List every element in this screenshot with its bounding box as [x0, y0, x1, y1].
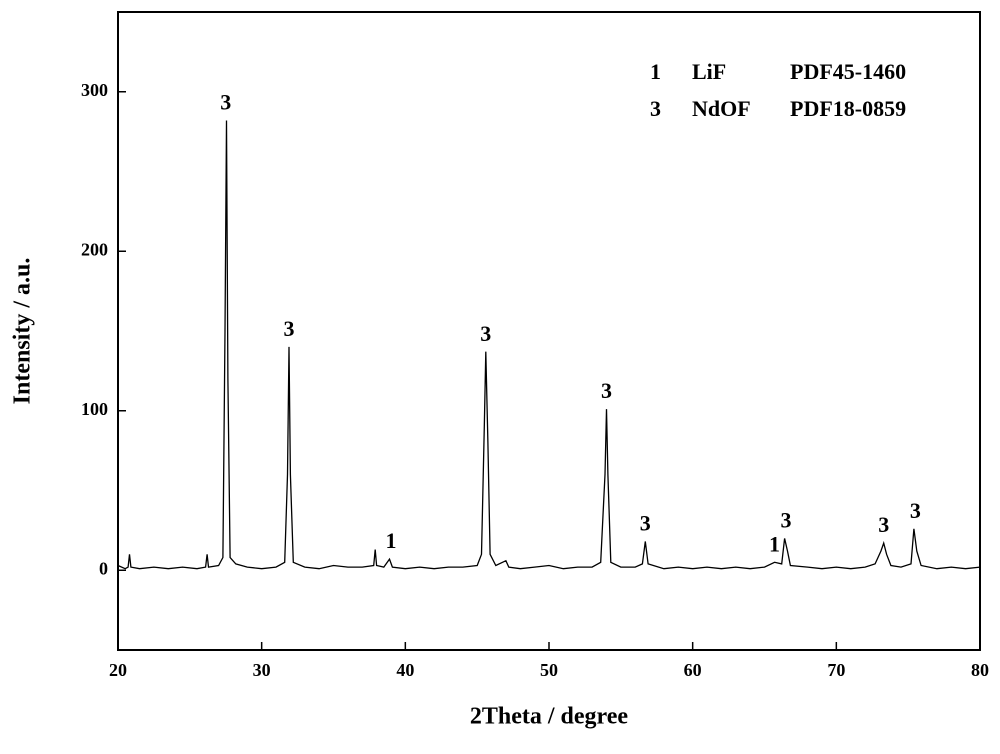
peak-label: 3 [601, 378, 612, 403]
legend-text: NdOF [692, 96, 751, 121]
data-line [117, 120, 981, 570]
peak-label: 1 [385, 528, 396, 553]
y-tick-label: 100 [81, 399, 108, 419]
peak-label: 3 [910, 498, 921, 523]
y-tick-label: 300 [81, 80, 108, 100]
legend-text: LiF [692, 59, 726, 84]
x-tick-label: 80 [971, 660, 989, 680]
legend-text: 3 [650, 96, 661, 121]
x-tick-label: 40 [396, 660, 414, 680]
y-tick-label: 0 [99, 558, 108, 578]
peak-label: 3 [480, 321, 491, 346]
x-tick-label: 50 [540, 660, 558, 680]
peak-label: 3 [878, 512, 889, 537]
peak-label: 3 [220, 90, 231, 115]
legend-text: 1 [650, 59, 661, 84]
x-tick-label: 20 [109, 660, 127, 680]
x-tick-label: 30 [253, 660, 271, 680]
x-tick-label: 60 [684, 660, 702, 680]
peak-label: 3 [640, 511, 651, 536]
legend-text: PDF45-1460 [790, 59, 906, 84]
x-axis-label: 2Theta / degree [470, 704, 629, 730]
peak-label: 3 [283, 316, 294, 341]
peak-label: 3 [781, 507, 792, 532]
y-tick-label: 200 [81, 239, 108, 259]
x-tick-label: 70 [827, 660, 845, 680]
y-axis-label: Intensity / a.u. [10, 258, 36, 405]
legend-text: PDF18-0859 [790, 96, 906, 121]
peak-label: 1 [769, 531, 780, 556]
